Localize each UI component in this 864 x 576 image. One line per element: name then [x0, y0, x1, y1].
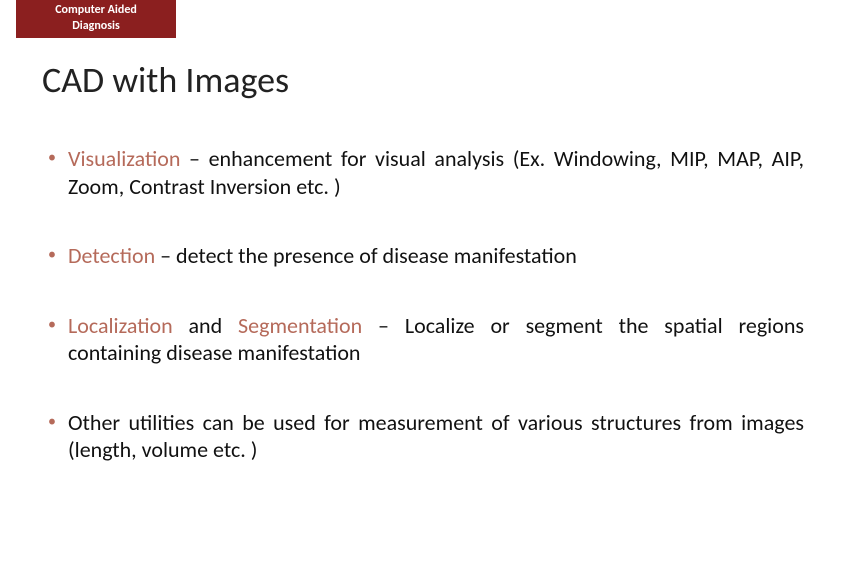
bullet-highlight: Segmentation: [238, 312, 362, 339]
bullet-dot-icon: •: [48, 312, 56, 338]
bullet-item: • Other utilities can be used for measur…: [48, 409, 804, 464]
bullet-body: Detection – detect the presence of disea…: [68, 242, 804, 270]
bullet-body: Localization and Segmentation – Localize…: [68, 312, 804, 367]
bullet-body: Other utilities can be used for measurem…: [68, 409, 804, 464]
badge-line1: Computer Aided: [16, 3, 176, 19]
bullet-text: – detect the presence of disease manifes…: [155, 242, 577, 269]
bullet-highlight: Detection: [68, 242, 155, 269]
slide-content: • Visualization – enhancement for visual…: [48, 145, 804, 506]
bullet-highlight: Localization: [68, 312, 173, 339]
bullet-item: • Localization and Segmentation – Locali…: [48, 312, 804, 367]
bullet-dot-icon: •: [48, 145, 56, 171]
bullet-dot-icon: •: [48, 409, 56, 435]
bullet-dot-icon: •: [48, 242, 56, 268]
bullet-item: • Visualization – enhancement for visual…: [48, 145, 804, 200]
page-title: CAD with Images: [42, 58, 289, 102]
bullet-highlight: Visualization: [68, 145, 180, 172]
badge-line2: Diagnosis: [16, 19, 176, 35]
bullet-text: Other utilities can be used for measurem…: [68, 409, 804, 464]
bullet-body: Visualization – enhancement for visual a…: [68, 145, 804, 200]
bullet-text: and: [173, 312, 238, 339]
bullet-item: • Detection – detect the presence of dis…: [48, 242, 804, 270]
header-badge: Computer Aided Diagnosis: [16, 0, 176, 38]
